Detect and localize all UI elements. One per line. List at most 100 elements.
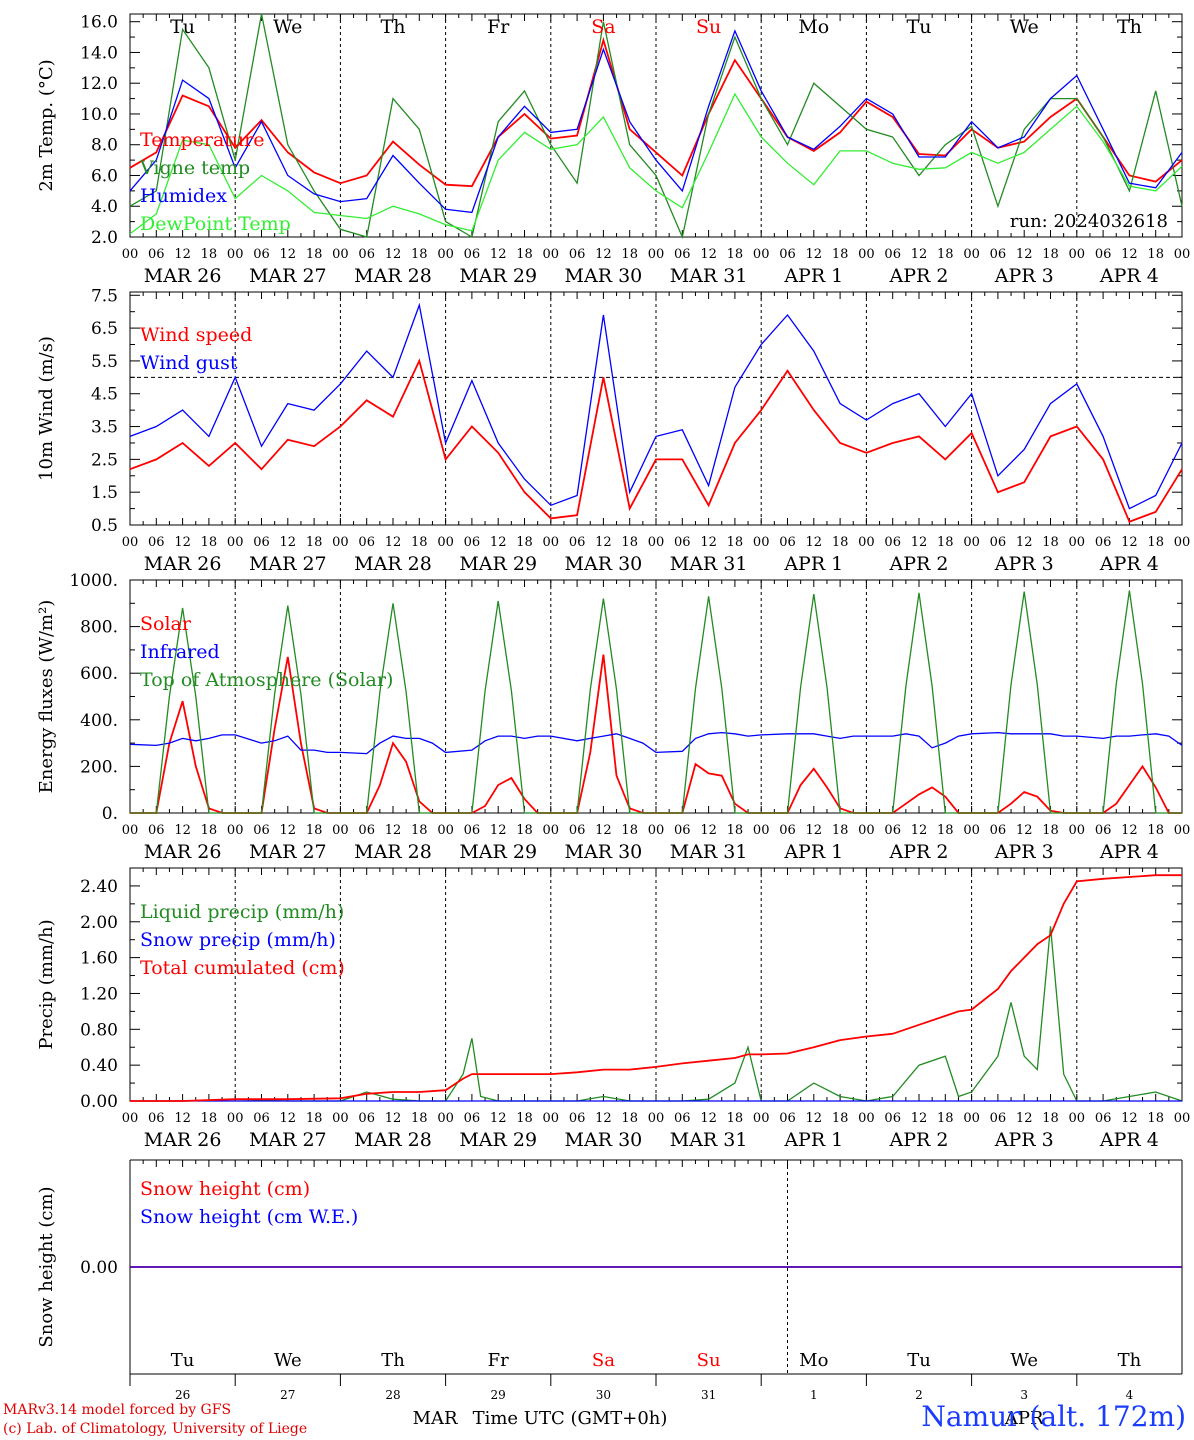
date-label: MAR 28 [354, 1129, 432, 1151]
hour-tick-label: 18 [1042, 535, 1059, 550]
legend-entry: Top of Atmosphere (Solar) [140, 669, 393, 691]
hour-tick-label: 18 [411, 535, 428, 550]
hour-tick-label: 00 [227, 823, 244, 838]
panel-energy: 0. 200. 400. 600. 800. 1000. Energy fluxes (W/… [36, 571, 1190, 863]
hour-tick-label: 00 [122, 535, 139, 550]
hour-tick-label: 12 [280, 823, 297, 838]
hour-tick-label: 18 [1147, 823, 1164, 838]
y-tick-label: 0. [102, 804, 118, 824]
hour-tick-label: 00 [858, 247, 875, 262]
hour-tick-label: 18 [727, 247, 744, 262]
date-label: MAR 27 [249, 553, 327, 575]
y-tick-label: 0.00 [80, 1258, 118, 1278]
date-label: APR 4 [1099, 1129, 1159, 1151]
hour-tick-label: 00 [753, 823, 770, 838]
hour-tick-label: 00 [753, 535, 770, 550]
date-label: APR 3 [994, 1129, 1054, 1151]
legend-entry: Infrared [140, 641, 220, 663]
legend-entry: Wind speed [140, 324, 252, 346]
date-label: MAR 31 [670, 553, 748, 575]
hour-tick-label: 00 [227, 535, 244, 550]
hour-tick-label: 00 [963, 247, 980, 262]
day-number-label: 2 [915, 1388, 923, 1402]
hour-tick-label: 12 [385, 1111, 402, 1126]
hour-tick-label: 06 [569, 1111, 586, 1126]
hour-tick-label: 00 [227, 1111, 244, 1126]
hour-tick-label: 18 [832, 1111, 849, 1126]
hour-tick-label: 12 [174, 535, 191, 550]
hour-tick-label: 12 [911, 823, 928, 838]
snow-weekday-label: Tu [907, 1350, 931, 1371]
hour-tick-label: 18 [727, 1111, 744, 1126]
hour-tick-label: 12 [385, 247, 402, 262]
hour-tick-label: 06 [779, 535, 796, 550]
hour-tick-label: 12 [280, 535, 297, 550]
date-label: APR 4 [1099, 841, 1159, 863]
hour-tick-label: 00 [332, 247, 349, 262]
date-label: APR 1 [783, 1129, 843, 1151]
hour-tick-label: 06 [569, 535, 586, 550]
series-line-wind-gust [129, 302, 1183, 510]
hour-tick-label: 12 [174, 247, 191, 262]
hour-tick-label: 18 [201, 535, 218, 550]
hour-tick-label: 06 [148, 823, 165, 838]
panel-frame [129, 13, 1183, 238]
hour-tick-label: 18 [832, 823, 849, 838]
hour-tick-label: 12 [1121, 535, 1138, 550]
hour-tick-label: 18 [621, 1111, 638, 1126]
day-number-label: 28 [385, 1388, 400, 1402]
hour-tick-label: 00 [963, 1111, 980, 1126]
hour-tick-label: 00 [648, 247, 665, 262]
hour-tick-label: 12 [1121, 1111, 1138, 1126]
hour-tick-label: 12 [911, 535, 928, 550]
hour-tick-label: 00 [648, 823, 665, 838]
hour-tick-label: 18 [1147, 1111, 1164, 1126]
hour-tick-label: 12 [700, 247, 717, 262]
hour-tick-label: 06 [674, 823, 691, 838]
date-label: MAR 30 [565, 553, 643, 575]
y-tick-label: 1.60 [80, 949, 118, 969]
day-number-label: 1 [810, 1388, 818, 1402]
hour-tick-label: 12 [595, 823, 612, 838]
hour-tick-label: 00 [543, 247, 560, 262]
date-label: APR 1 [783, 841, 843, 863]
date-label: APR 4 [1099, 265, 1159, 287]
hour-tick-label: 00 [648, 1111, 665, 1126]
series-line-temperature [129, 36, 1183, 188]
hour-tick-label: 18 [832, 247, 849, 262]
hour-tick-label: 12 [700, 1111, 717, 1126]
hour-tick-label: 18 [621, 823, 638, 838]
date-label: MAR 29 [459, 841, 537, 863]
y-tick-label: 16.0 [80, 13, 118, 33]
hour-tick-label: 06 [358, 247, 375, 262]
hour-tick-label: 18 [1147, 247, 1164, 262]
hour-tick-label: 06 [464, 1111, 481, 1126]
hour-tick-label: 06 [358, 1111, 375, 1126]
hour-tick-label: 18 [1042, 247, 1059, 262]
hour-tick-label: 06 [884, 535, 901, 550]
hour-tick-label: 00 [227, 247, 244, 262]
hour-tick-label: 18 [306, 1111, 323, 1126]
hour-tick-label: 06 [569, 823, 586, 838]
hour-tick-label: 06 [884, 247, 901, 262]
snow-weekday-label: Su [697, 1350, 721, 1371]
date-label: MAR 31 [670, 1129, 748, 1151]
hour-tick-label: 12 [1016, 247, 1033, 262]
hour-tick-label: 12 [174, 823, 191, 838]
hour-tick-label: 12 [806, 247, 823, 262]
hour-tick-label: 06 [253, 1111, 270, 1126]
hour-tick-label: 00 [1069, 823, 1086, 838]
hour-tick-label: 12 [490, 1111, 507, 1126]
weekday-label: Sa [591, 16, 615, 38]
hour-tick-label: 18 [937, 247, 954, 262]
date-label: MAR 26 [144, 1129, 222, 1151]
hour-tick-label: 00 [437, 247, 454, 262]
hour-tick-label: 00 [332, 1111, 349, 1126]
legend-entry: Vigne temp [139, 157, 250, 179]
hour-tick-label: 00 [753, 247, 770, 262]
hour-tick-label: 00 [437, 535, 454, 550]
hour-tick-label: 06 [148, 247, 165, 262]
date-label: MAR 29 [459, 265, 537, 287]
hour-tick-label: 12 [595, 535, 612, 550]
